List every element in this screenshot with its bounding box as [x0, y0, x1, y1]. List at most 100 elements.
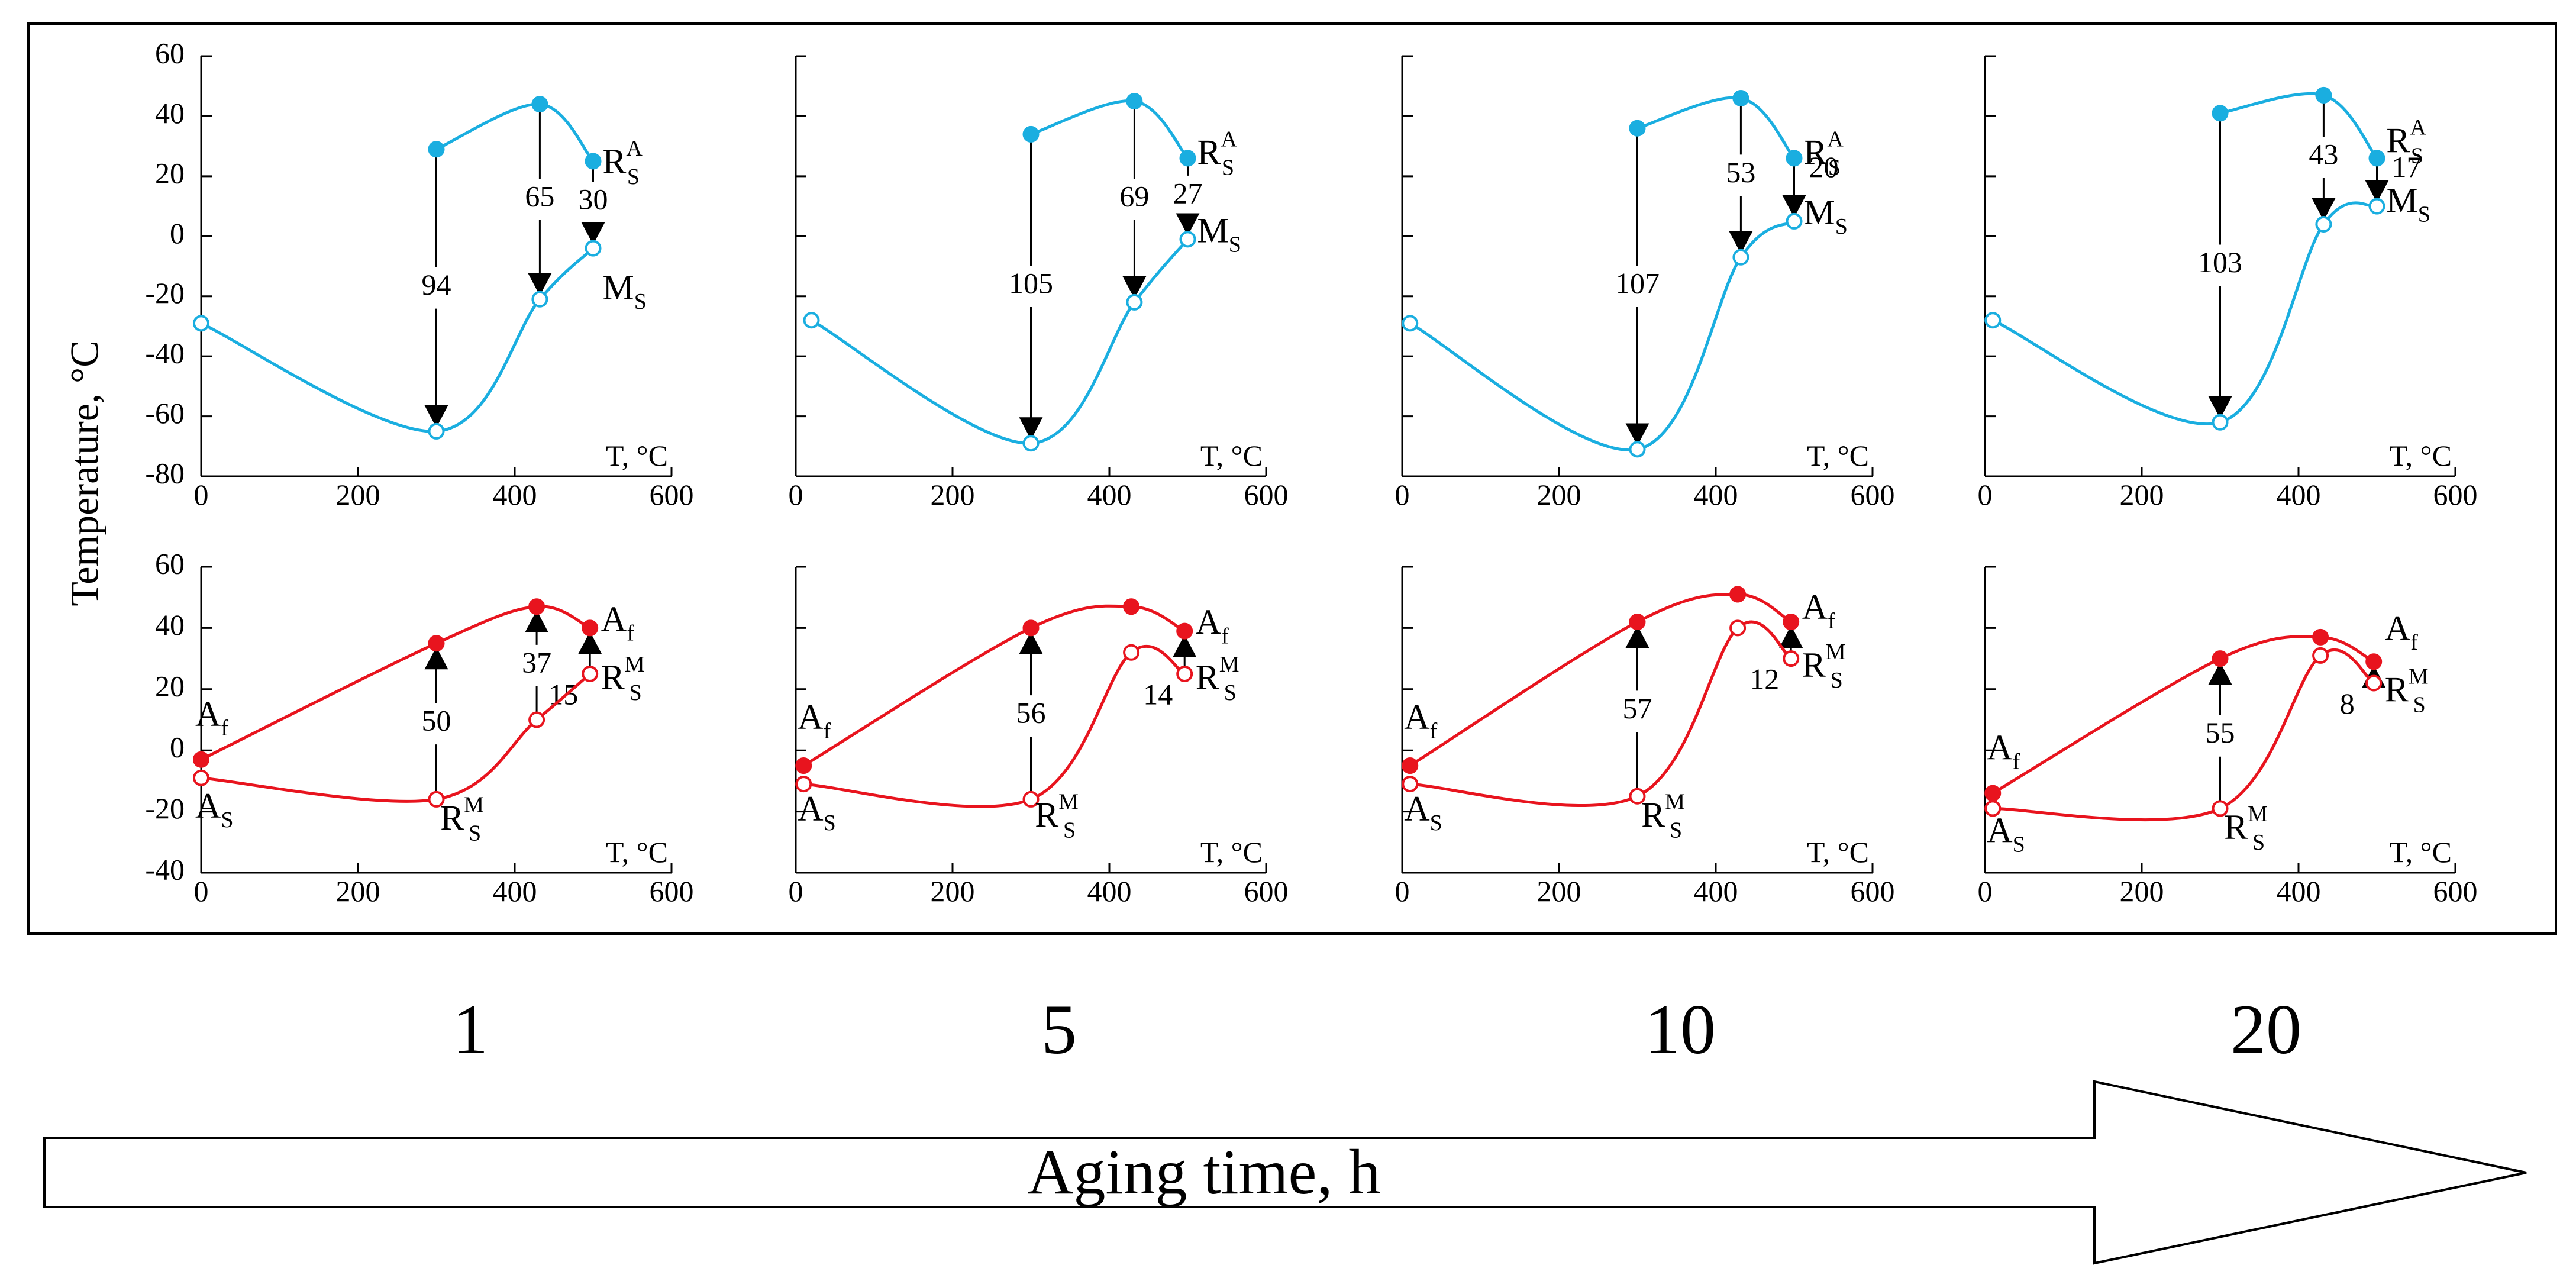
x-tick-label: 0 [1978, 874, 1993, 908]
aging-time-arrow [43, 1080, 2527, 1265]
aging-time-5: 5 [1041, 990, 1077, 1069]
phase-label-main: A [1802, 588, 1828, 627]
x-tick-label: 400 [1694, 478, 1738, 511]
phase-label-sub: S [1063, 818, 1076, 843]
data-point-filled [2315, 86, 2332, 104]
series-line-filled [802, 604, 1186, 767]
hysteresis-value: 53 [1726, 156, 1755, 189]
phase-label: RM S [440, 793, 484, 846]
y-tick-label: -60 [145, 396, 185, 430]
phase-label-sub: S [2013, 832, 2025, 857]
y-tick-label: 20 [155, 156, 185, 189]
y-tick-label: -40 [145, 853, 185, 886]
aging-time-10: 10 [1645, 990, 1716, 1069]
phase-label-sup: M [625, 652, 645, 677]
phase-label: RM S [1035, 789, 1079, 843]
hysteresis-value: 57 [1623, 692, 1652, 725]
x-axis-label: T, °C [606, 439, 668, 472]
series-line-open [201, 673, 591, 803]
hysteresis-value: 56 [1016, 696, 1046, 730]
data-point-open [2212, 800, 2229, 817]
phase-label-main: A [1404, 789, 1429, 828]
phase-label-sub: f [2013, 750, 2020, 774]
series-line-open [1410, 620, 1792, 807]
hysteresis-value: 12 [1749, 663, 1779, 696]
y-tick-label: -40 [145, 337, 185, 370]
series-line-filled [1636, 96, 1796, 160]
phase-label-sub: S [1430, 811, 1442, 835]
x-tick-label: 600 [1851, 478, 1895, 511]
y-tick-label: -20 [145, 792, 185, 825]
phase-label-sup: A [1221, 127, 1237, 152]
phase-label-main: A [1987, 728, 2012, 767]
data-point-filled [2212, 105, 2229, 122]
x-tick-label: 200 [1537, 874, 1581, 908]
x-tick-label: 200 [2120, 874, 2164, 908]
series-line-open [1992, 201, 2378, 425]
data-point-open [795, 776, 812, 793]
hysteresis-value: 20 [1809, 150, 1839, 183]
phase-label-sup: M [2409, 664, 2429, 689]
data-point-open [2368, 198, 2385, 215]
x-tick-label: 0 [1978, 478, 1993, 511]
phase-label: RM S [2224, 802, 2268, 855]
phase-label-main: R [2385, 670, 2409, 709]
phase-label: AS [1987, 811, 2025, 857]
data-point-open [1729, 619, 1747, 637]
phase-label-main: R [601, 658, 625, 697]
phase-label-sub: S [627, 164, 640, 189]
phase-label-sub: S [1831, 668, 1843, 693]
aging-time-labels: 1 5 10 20 [453, 990, 2301, 1069]
phase-label-main: R [1803, 133, 1827, 172]
series-line-filled [2220, 92, 2378, 160]
x-tick-label: 400 [2277, 478, 2321, 511]
y-tick-label: -80 [145, 456, 185, 489]
data-point-open [2212, 414, 2229, 431]
phase-label-sub: S [824, 811, 836, 835]
data-point-open [1402, 315, 1419, 332]
figure-frame [27, 22, 2557, 935]
phase-label-main: R [440, 799, 464, 838]
data-point-open [531, 291, 548, 308]
aging-time-label: Aging time, h [1028, 1137, 1381, 1208]
data-point-open [1629, 441, 1646, 458]
data-point-filled [1022, 619, 1040, 637]
hysteresis-value: 105 [1009, 267, 1053, 300]
phase-label-sub: S [1224, 680, 1237, 705]
series-line-open [200, 247, 595, 433]
hysteresis-value: 94 [422, 268, 451, 301]
data-point-open [1783, 650, 1800, 667]
phase-label-sub: f [1221, 624, 1229, 649]
hysteresis-value: 65 [525, 179, 554, 212]
phase-label-sub: S [469, 821, 481, 846]
phase-label-sub: S [1222, 156, 1234, 180]
series-line-open [803, 644, 1186, 808]
x-tick-label: 0 [1395, 478, 1410, 511]
phase-label-sup: M [1219, 652, 1239, 677]
phase-label-sub: S [1229, 232, 1241, 257]
data-point-filled [1984, 785, 2002, 802]
data-point-open [1126, 293, 1143, 311]
data-point-open [1123, 644, 1140, 661]
y-tick-label: 60 [155, 36, 185, 69]
x-tick-label: 200 [336, 874, 380, 908]
phase-label-sub: S [2252, 830, 2265, 855]
phase-label: AS [798, 789, 835, 835]
x-tick-label: 400 [493, 874, 537, 908]
phase-label: RM S [1641, 789, 1685, 843]
x-tick-label: 200 [336, 478, 380, 511]
phase-label-main: A [1404, 698, 1429, 737]
x-tick-label: 200 [2120, 478, 2164, 511]
x-axis-label: T, °C [1807, 439, 1869, 472]
data-point-filled [1179, 150, 1196, 167]
data-point-filled [428, 141, 445, 158]
data-point-open [428, 790, 445, 808]
hysteresis-value: 27 [1173, 176, 1203, 209]
x-tick-label: 200 [931, 874, 975, 908]
phase-label: Af [1404, 698, 1437, 744]
data-point-filled [1123, 598, 1140, 615]
y-tick-label: 0 [170, 217, 185, 250]
